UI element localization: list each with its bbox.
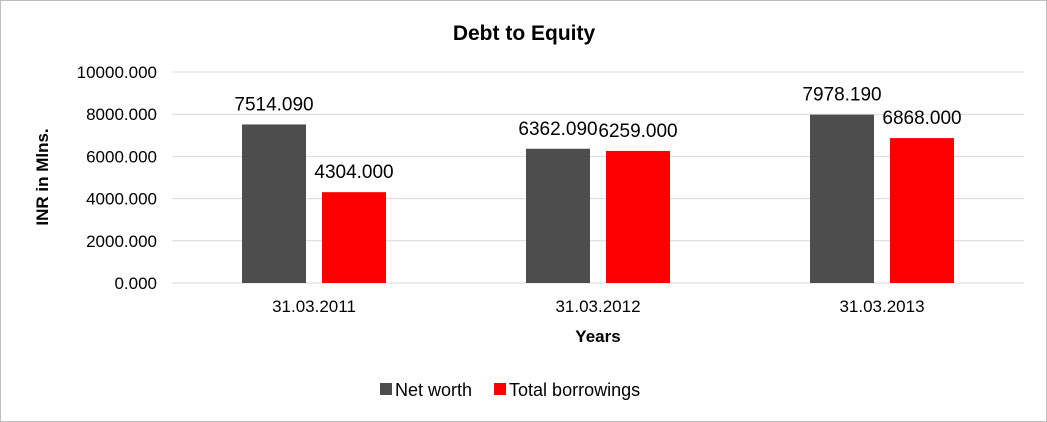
bar bbox=[526, 148, 590, 283]
data-label: 7514.090 bbox=[234, 94, 313, 115]
data-label: 6868.000 bbox=[882, 108, 961, 129]
legend-item-label: Total borrowings bbox=[509, 380, 640, 400]
bar bbox=[606, 150, 670, 283]
data-labels: 7514.090 4304.000 6362.090 6259.000 7978.190… bbox=[234, 85, 961, 184]
y-tick-label: 8000.000 bbox=[86, 105, 157, 124]
x-tick-label: 31.03.2011 bbox=[272, 297, 356, 316]
x-tick-label: 31.03.2013 bbox=[839, 297, 924, 316]
y-tick-label: 10000.000 bbox=[77, 63, 157, 82]
y-axis-ticks: 0.000 2000.000 4000.000 6000.000 8000.000 100… bbox=[77, 63, 157, 293]
bar bbox=[890, 138, 954, 283]
legend-item-label: Net worth bbox=[395, 380, 472, 400]
y-tick-label: 4000.000 bbox=[86, 190, 157, 209]
legend-swatch bbox=[494, 383, 507, 395]
x-axis-ticks: 31.03.2011 31.03.2012 31.03.2013 bbox=[272, 297, 924, 316]
x-tick-label: 31.03.2012 bbox=[555, 297, 640, 316]
bar bbox=[242, 124, 306, 283]
data-label: 4304.000 bbox=[314, 162, 393, 183]
data-label: 6362.090 bbox=[518, 119, 597, 140]
bars bbox=[242, 114, 954, 284]
legend-swatch bbox=[380, 383, 392, 395]
x-axis-title: Years bbox=[575, 327, 620, 346]
y-tick-label: 0.000 bbox=[114, 274, 157, 293]
bar bbox=[810, 114, 874, 284]
y-axis-title: INR in Mlns. bbox=[33, 128, 52, 225]
y-tick-label: 6000.000 bbox=[86, 147, 157, 166]
gridlines bbox=[172, 71, 1024, 284]
data-label: 7978.190 bbox=[802, 85, 881, 106]
chart-title: Debt to Equity bbox=[453, 22, 596, 45]
bar bbox=[322, 192, 386, 283]
y-tick-label: 2000.000 bbox=[86, 232, 157, 251]
data-label: 6259.000 bbox=[598, 121, 677, 142]
legend[interactable]: Net worth Total borrowings bbox=[380, 380, 640, 400]
